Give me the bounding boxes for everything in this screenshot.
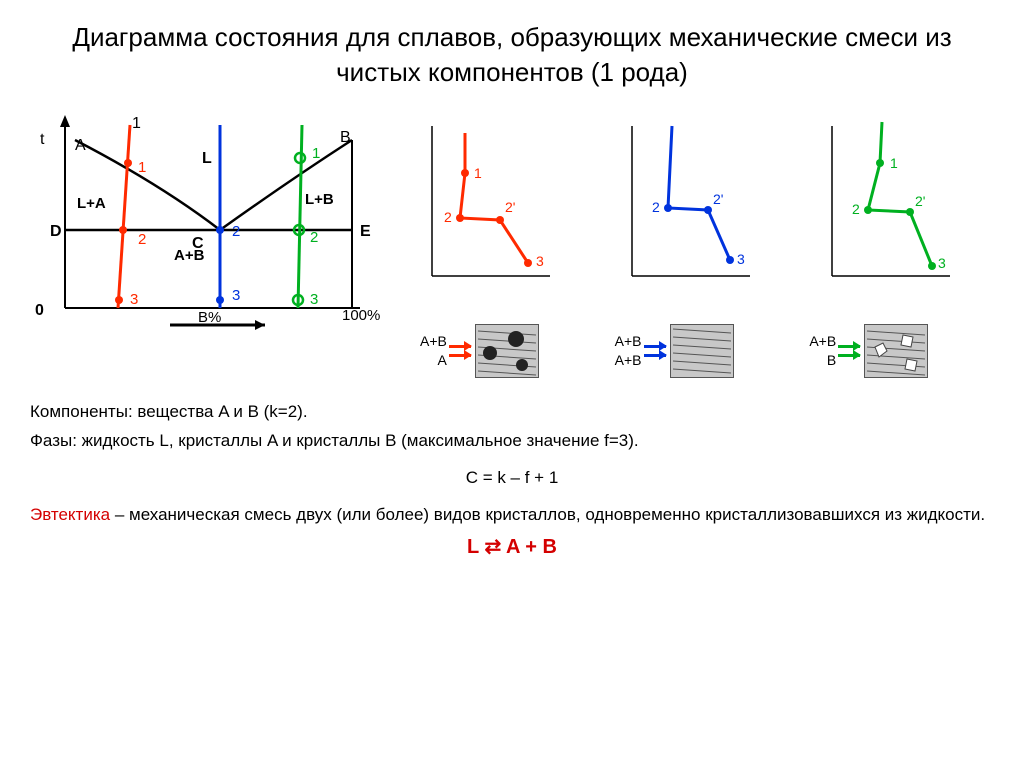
micro-red: A+B A .micro-item:nth-child(1) .arrow::a… xyxy=(420,324,615,378)
svg-text:3: 3 xyxy=(737,251,745,267)
cooling-curve-red: 1 2 2' 3 xyxy=(410,118,600,298)
micro-image xyxy=(475,324,539,378)
svg-text:100%: 100% xyxy=(342,307,380,324)
svg-text:3: 3 xyxy=(310,291,318,308)
svg-text:1: 1 xyxy=(474,165,482,181)
svg-text:0: 0 xyxy=(35,302,44,319)
microstructure-row: A+B A .micro-item:nth-child(1) .arrow::a… xyxy=(0,324,1024,378)
micro-label: A+B xyxy=(809,332,836,352)
svg-text:B%: B% xyxy=(198,309,221,326)
svg-text:2': 2' xyxy=(915,193,925,209)
arrow-icon xyxy=(838,345,860,348)
micro-green: A+B B .micro-item:nth-child(3) .arrow::a… xyxy=(809,324,1004,378)
svg-text:2: 2 xyxy=(232,223,240,240)
phase-diagram: t A B 1 L L+A L+B A+B D C E 0 100% B% 1 … xyxy=(20,100,400,330)
svg-text:1: 1 xyxy=(890,155,898,171)
svg-text:1: 1 xyxy=(132,115,141,132)
svg-text:E: E xyxy=(360,223,371,240)
micro-label: A+B xyxy=(615,332,642,352)
svg-text:2: 2 xyxy=(652,199,660,215)
micro-label: A+B xyxy=(420,332,447,352)
svg-text:L+A: L+A xyxy=(77,195,106,212)
micro-label: A+B xyxy=(615,351,642,371)
svg-text:L+B: L+B xyxy=(305,191,334,208)
final-equation: L ⇄ A + B xyxy=(30,530,994,564)
arrow-icon xyxy=(449,345,471,348)
arrow-icon xyxy=(838,354,860,357)
text-body: Компоненты: вещества A и B (k=2). Фазы: … xyxy=(0,378,1024,564)
text-line: Компоненты: вещества A и B (k=2). xyxy=(30,398,994,427)
svg-text:3: 3 xyxy=(130,291,138,308)
svg-text:D: D xyxy=(50,223,62,240)
micro-image xyxy=(670,324,734,378)
micro-blue: A+B A+B .micro-item:nth-child(2) .arrow:… xyxy=(615,324,810,378)
svg-text:2: 2 xyxy=(138,231,146,248)
svg-text:B: B xyxy=(340,129,351,146)
svg-text:C: C xyxy=(192,235,204,252)
svg-text:1: 1 xyxy=(138,159,146,176)
arrow-icon xyxy=(644,354,666,357)
svg-text:3: 3 xyxy=(938,255,946,271)
cooling-curve-blue: 2 2' 3 xyxy=(610,118,800,298)
svg-text:2': 2' xyxy=(505,199,515,215)
micro-image xyxy=(864,324,928,378)
svg-text:t: t xyxy=(40,131,45,148)
svg-text:L: L xyxy=(202,150,212,167)
svg-text:2': 2' xyxy=(713,191,723,207)
svg-text:3: 3 xyxy=(536,253,544,269)
arrow-icon xyxy=(644,345,666,348)
page-title: Диаграмма состояния для сплавов, образую… xyxy=(0,0,1024,100)
svg-text:2: 2 xyxy=(310,229,318,246)
text-line: Фазы: жидкость L, кристаллы A и кристалл… xyxy=(30,427,994,456)
svg-text:1: 1 xyxy=(312,145,320,162)
eutectic-term: Эвтектика xyxy=(30,505,110,524)
eutectic-rest: – механическая смесь двух (или более) ви… xyxy=(110,505,985,524)
cooling-curve-green: 1 2 2' 3 xyxy=(810,118,1000,298)
svg-text:2: 2 xyxy=(444,209,452,225)
arrow-icon xyxy=(449,354,471,357)
eutectic-def: Эвтектика – механическая смесь двух (или… xyxy=(30,501,994,530)
micro-label: A xyxy=(438,351,447,371)
svg-text:2: 2 xyxy=(852,201,860,217)
micro-label: B xyxy=(827,351,836,371)
formula: C = k – f + 1 xyxy=(30,464,994,493)
diagrams-row: t A B 1 L L+A L+B A+B D C E 0 100% B% 1 … xyxy=(0,100,1024,330)
svg-text:A: A xyxy=(75,137,86,154)
svg-text:3: 3 xyxy=(232,287,240,304)
